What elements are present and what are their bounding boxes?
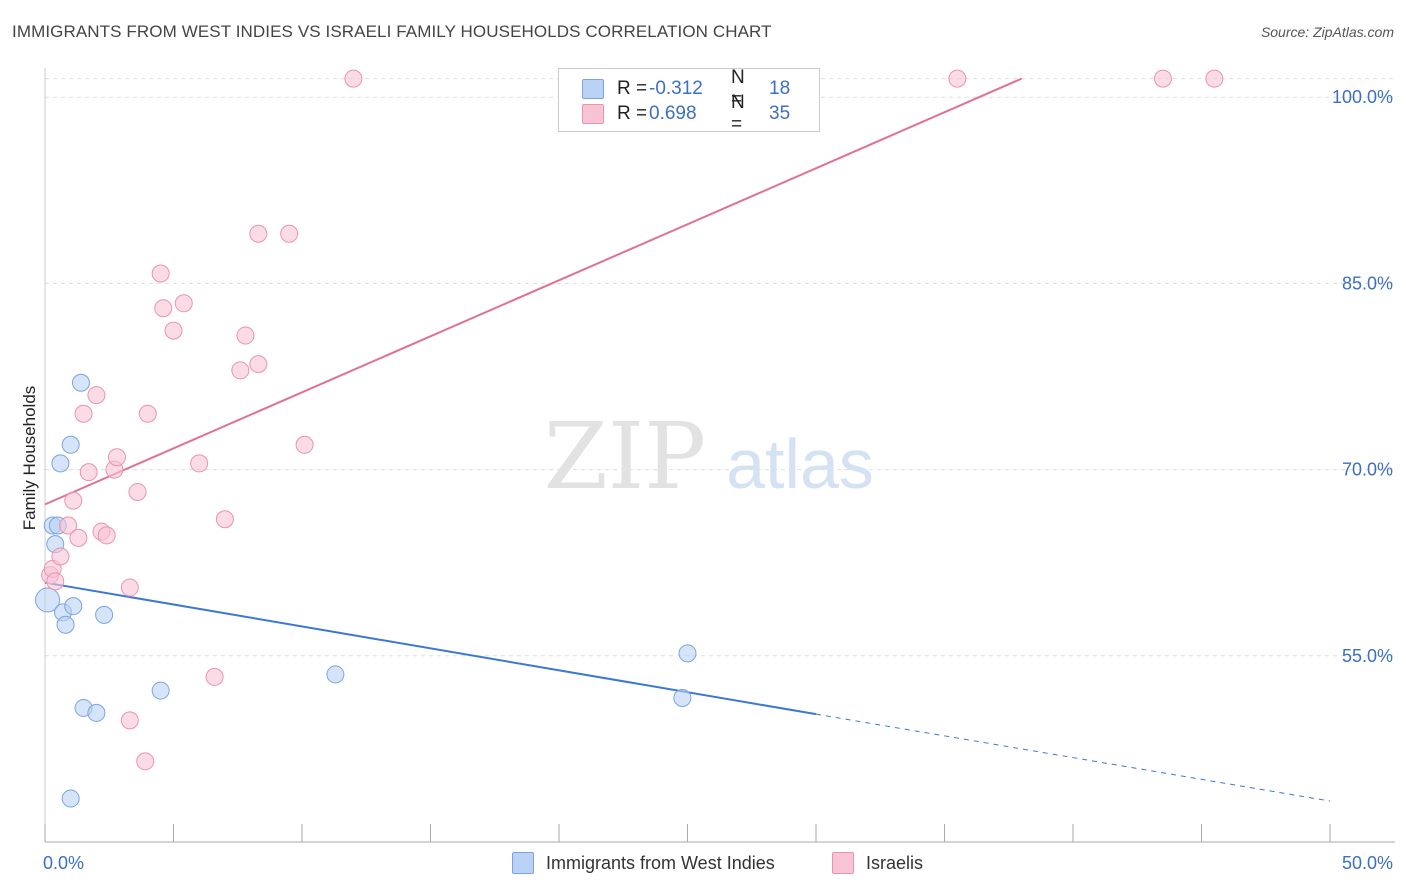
legend-item-israelis: Israelis: [832, 852, 923, 874]
point-west-indies: [61, 789, 80, 808]
y-tick-label: 100.0%: [1332, 87, 1393, 107]
trend-line-israelis: [44, 77, 1022, 506]
y-axis-label: Family Households: [20, 385, 39, 531]
point-israelis: [174, 294, 193, 313]
point-israelis: [120, 578, 139, 597]
tick-labels: 55.0% 70.0% 85.0% 100.0% 0.0% 50.0%: [43, 87, 1393, 873]
point-west-indies: [326, 665, 345, 684]
x-tick-label: 0.0%: [43, 853, 84, 873]
legend-n-label: N =: [731, 67, 745, 110]
y-tick-label: 70.0%: [1342, 460, 1393, 480]
point-israelis: [236, 326, 255, 345]
point-israelis: [51, 547, 70, 566]
point-israelis: [120, 711, 139, 730]
point-israelis: [280, 224, 299, 243]
legend-swatch-blue: [512, 852, 534, 874]
legend-r-label: R =: [617, 78, 648, 99]
point-israelis: [205, 667, 224, 686]
trend-line-extension: [815, 713, 1331, 802]
point-israelis: [151, 264, 170, 283]
legend-swatch-pink: [832, 852, 854, 874]
legend-swatch-pink: [582, 104, 604, 124]
point-west-indies: [56, 615, 75, 634]
point-israelis: [128, 482, 147, 501]
point-israelis: [249, 355, 268, 374]
point-israelis: [295, 435, 314, 454]
point-israelis: [69, 528, 88, 547]
legend-label-israelis: Israelis: [866, 852, 924, 873]
legend-r-value: -0.312: [649, 78, 703, 99]
point-israelis: [138, 404, 157, 423]
point-israelis: [97, 526, 116, 545]
point-west-indies: [673, 689, 692, 708]
point-israelis: [154, 299, 173, 318]
point-west-indies: [678, 644, 697, 663]
watermark-zip: ZIP: [544, 403, 706, 510]
point-west-indies: [71, 373, 90, 392]
point-israelis: [64, 491, 83, 510]
point-west-indies: [51, 454, 70, 473]
point-israelis: [79, 463, 98, 482]
point-israelis: [249, 224, 268, 243]
source-label: Source: ZipAtlas.com: [1260, 24, 1394, 40]
legend-item-west-indies: Immigrants from West Indies: [512, 852, 775, 874]
data-points: [35, 69, 1224, 808]
point-west-indies: [61, 435, 80, 454]
legend-r-label: R =: [617, 103, 648, 124]
chart-title: IMMIGRANTS FROM WEST INDIES VS ISRAELI F…: [12, 22, 772, 41]
point-israelis: [136, 752, 155, 771]
legend-n-value: 18: [769, 78, 791, 99]
point-israelis: [46, 572, 65, 591]
point-west-indies: [95, 605, 114, 624]
point-west-indies: [64, 597, 83, 616]
legend-swatch-blue: [582, 79, 604, 99]
point-israelis: [1153, 69, 1172, 88]
point-west-indies: [87, 703, 106, 722]
point-israelis: [87, 386, 106, 405]
point-israelis: [344, 69, 363, 88]
point-west-indies: [35, 587, 61, 613]
point-israelis: [74, 404, 93, 423]
point-israelis: [215, 510, 234, 529]
legend-r-value: 0.698: [649, 103, 697, 124]
stats-legend: R = -0.312 N = 18 R = 0.698 N = 35: [558, 67, 820, 135]
legend-n-label: N =: [731, 92, 745, 135]
y-tick-label: 85.0%: [1342, 273, 1393, 293]
point-israelis: [59, 516, 78, 535]
point-israelis: [190, 454, 209, 473]
point-west-indies: [151, 681, 170, 700]
watermark-atlas: atlas: [726, 425, 874, 503]
axes: [44, 68, 1395, 843]
y-tick-label: 55.0%: [1342, 646, 1393, 666]
point-israelis: [107, 448, 126, 467]
point-israelis: [231, 361, 250, 380]
x-tick-label: 50.0%: [1342, 853, 1393, 873]
legend-label-west-indies: Immigrants from West Indies: [546, 852, 775, 873]
point-israelis: [1205, 69, 1224, 88]
series-legend: Immigrants from West Indies Israelis: [0, 852, 1406, 876]
point-israelis: [164, 321, 183, 340]
legend-n-value: 35: [769, 103, 791, 124]
point-israelis: [948, 69, 967, 88]
